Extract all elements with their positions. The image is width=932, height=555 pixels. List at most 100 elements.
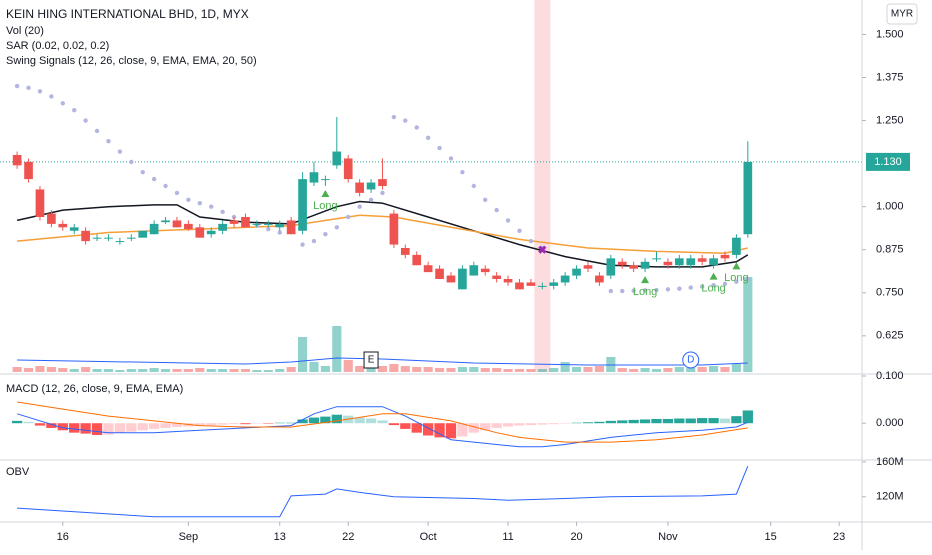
candle-body <box>253 224 262 225</box>
sar-dot <box>380 191 384 195</box>
candle-body <box>127 238 136 239</box>
volume-bar <box>298 337 307 372</box>
x-tick-label: 22 <box>342 531 354 543</box>
volume-bar <box>469 367 478 372</box>
volume-bar <box>446 368 455 372</box>
volume-bar <box>229 369 238 372</box>
y-tick-label: 0.100 <box>876 370 904 382</box>
macd-histogram-bar <box>23 422 33 423</box>
volume-bar <box>515 369 524 372</box>
sar-dot <box>529 239 533 243</box>
volume-bar <box>195 368 204 372</box>
y-tick-label: 120M <box>876 491 904 503</box>
candle-body <box>469 265 478 275</box>
volume-bar <box>218 369 227 372</box>
x-tick-label: 15 <box>765 531 777 543</box>
candle-body <box>675 258 684 265</box>
y-tick-label: 0.750 <box>876 287 904 299</box>
candle-body <box>58 224 67 227</box>
volume-bar <box>378 366 387 372</box>
volume-bar <box>150 368 159 372</box>
sar-dot <box>426 136 430 140</box>
volume-bar <box>13 367 22 372</box>
indicator-label: Swing Signals (12, 26, close, 9, EMA, EM… <box>6 55 257 67</box>
volume-bar <box>35 366 44 372</box>
sar-dot <box>323 232 327 236</box>
x-tick-label: 13 <box>274 531 286 543</box>
sar-dot <box>472 184 476 188</box>
candle-body <box>13 155 22 165</box>
macd-histogram-bar <box>35 423 45 425</box>
candle-body <box>504 279 513 282</box>
candle-body <box>561 276 570 283</box>
candle-body <box>527 282 536 285</box>
candle-body <box>458 269 467 290</box>
macd-histogram-bar <box>686 419 696 424</box>
x-tick-label: Oct <box>420 531 437 543</box>
sar-dot <box>198 201 202 205</box>
macd-histogram-bar <box>92 423 102 435</box>
sar-dot <box>483 198 487 202</box>
indicator-label: Vol (20) <box>6 25 44 37</box>
volume-bar <box>81 367 90 372</box>
sar-dot <box>494 208 498 212</box>
volume-bar <box>481 368 490 372</box>
sar-dot <box>220 210 224 214</box>
sar-flip-marker <box>539 247 545 253</box>
sar-dot <box>209 204 213 208</box>
candle-body <box>161 220 170 222</box>
candle-body <box>24 162 33 179</box>
macd-histogram-bar <box>309 418 319 424</box>
macd-histogram-bar <box>514 423 524 425</box>
macd-histogram-bar <box>629 420 639 423</box>
volume-bar <box>47 367 56 372</box>
macd-histogram-bar <box>537 423 547 424</box>
volume-bar <box>424 367 433 372</box>
volume-bar <box>652 369 661 372</box>
volume-bar <box>458 367 467 372</box>
x-tick-label: 16 <box>57 531 69 543</box>
candle-body <box>264 224 273 225</box>
candle-body <box>584 265 593 268</box>
sar-dot <box>689 285 693 289</box>
candle-body <box>355 183 364 193</box>
last-price-label: 1.130 <box>874 156 902 168</box>
candle-body <box>218 224 227 231</box>
candle-body <box>686 258 695 265</box>
candle-body <box>173 220 182 227</box>
macd-histogram-bar <box>731 416 741 423</box>
candle-body <box>618 262 627 265</box>
volume-bar <box>184 369 193 372</box>
volume-bar <box>675 367 684 372</box>
macd-histogram-bar <box>138 423 148 430</box>
candle-body <box>104 238 113 239</box>
volume-bar <box>698 367 707 372</box>
sar-dot <box>437 146 441 150</box>
candle-body <box>207 231 216 234</box>
macd-histogram-bar <box>503 423 513 426</box>
candle-body <box>344 158 353 179</box>
candle-body <box>287 220 296 234</box>
volume-bar <box>572 367 581 372</box>
candle-body <box>538 286 547 287</box>
candle-body <box>629 265 638 268</box>
volume-bar <box>606 357 615 372</box>
y-tick-label: 0.875 <box>876 244 904 256</box>
volume-bar <box>663 368 672 372</box>
signal-label: Long <box>633 286 657 298</box>
sar-dot <box>106 139 110 143</box>
volume-bar <box>241 369 250 372</box>
volume-bar <box>207 369 216 372</box>
signal-label: Long <box>701 283 725 295</box>
candle-body <box>447 276 456 283</box>
candle-body <box>138 231 147 238</box>
volume-bar <box>252 370 261 372</box>
candle-body <box>481 269 490 272</box>
x-tick-label: 23 <box>833 531 845 543</box>
macd-histogram-bar <box>674 419 684 424</box>
candle-body <box>378 179 387 186</box>
y-tick-label: 0.000 <box>876 417 904 429</box>
sar-dot <box>26 86 30 90</box>
y-tick-label: 1.500 <box>876 28 904 40</box>
